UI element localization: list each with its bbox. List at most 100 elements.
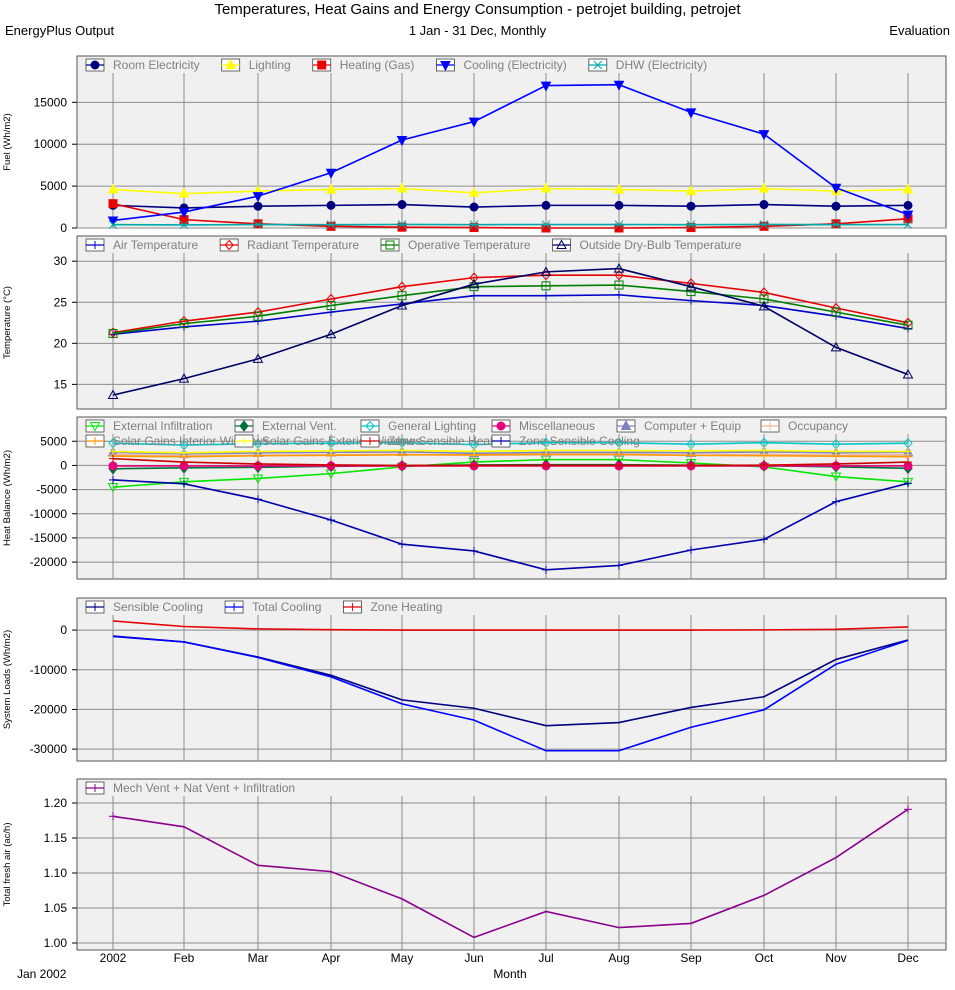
panel-5-series-1-point bbox=[904, 805, 912, 814]
panel-1-series-4-point bbox=[902, 210, 914, 221]
panel-1-ytick-label: 15000 bbox=[34, 95, 68, 109]
panel-1-series-4-point bbox=[325, 168, 337, 179]
panel-4-series-3-line bbox=[112, 620, 909, 631]
panel-3-ylabel: Heat Balance (Wh/m2) bbox=[2, 450, 13, 546]
panel-1-series-4-point bbox=[468, 117, 480, 128]
panel-3-ytick-label: 0 bbox=[60, 458, 67, 472]
panel-2-series-2-point bbox=[541, 269, 551, 281]
panel-1-ytick-label: 0 bbox=[60, 221, 67, 235]
panel-3-series-9-point bbox=[180, 458, 188, 467]
panel-1-series-3-line bbox=[112, 202, 909, 229]
panel-5-legend-marker bbox=[91, 784, 99, 792]
x-tick-label: Sep bbox=[680, 951, 702, 965]
panel-1-series-5-point bbox=[831, 220, 841, 230]
panel-3-legend-label: External Vent. bbox=[262, 419, 337, 433]
panel-2-series-2-point bbox=[397, 281, 407, 292]
x-tick-label: Oct bbox=[755, 951, 774, 965]
panel-3-legend-label: Miscellaneous bbox=[519, 419, 595, 433]
panel-4-ytick-label: -10000 bbox=[30, 663, 68, 677]
panel-2-series-3-point bbox=[253, 311, 263, 321]
panel-2-ytick-label: 30 bbox=[54, 254, 68, 268]
panel-3-series-10-point bbox=[904, 479, 912, 488]
panel-1-series-3-point bbox=[397, 222, 407, 232]
panel-2-ylabel: Temperature (°C) bbox=[2, 286, 13, 359]
panel-2-series-2-line bbox=[112, 274, 909, 334]
panel-1-series-5-point bbox=[686, 220, 696, 230]
x-tick-label: Jun bbox=[464, 951, 483, 965]
panel-3-legend-label: Solar Gains Exterior Windows bbox=[262, 434, 421, 448]
panel-3-legend-marker bbox=[766, 422, 774, 430]
panel-1-series-3-point bbox=[326, 221, 336, 231]
panel-3-series-8-point bbox=[109, 447, 117, 456]
panel-2-legend-label: Operative Temperature bbox=[408, 238, 531, 252]
panel-3-series-8-point bbox=[687, 446, 695, 455]
x-tick-label: Mar bbox=[248, 951, 269, 965]
panel-2-series-4-point bbox=[107, 389, 119, 400]
panel-3-legend-label: Solar Gains Interior Windows bbox=[113, 434, 268, 448]
panel-1-series-2-point bbox=[540, 182, 552, 193]
panel-2-ytick-label: 25 bbox=[54, 295, 68, 309]
x-tick-label: Feb bbox=[174, 951, 195, 965]
panel-1-series-5-point bbox=[759, 220, 769, 229]
panel-3-legend-marker bbox=[365, 420, 375, 432]
panel-3-legend-marker bbox=[620, 419, 632, 430]
panel-3-series-1-point bbox=[830, 472, 842, 483]
panel-1-series-5-point bbox=[326, 220, 336, 230]
panel-2-ytick-label: 15 bbox=[54, 377, 68, 391]
x-tick-label: Jul bbox=[538, 951, 553, 965]
panel-1-series-4-point bbox=[540, 81, 552, 92]
panel-2-series-2-point bbox=[759, 287, 769, 298]
panel-2-series-3-point bbox=[108, 328, 118, 338]
panel-2-series-4-point bbox=[685, 281, 697, 291]
panel-3-series-5-line bbox=[112, 451, 909, 455]
panel-1-legend-label: Heating (Gas) bbox=[340, 58, 415, 72]
panel-4-series-2-line bbox=[112, 635, 909, 752]
panel-3-series-9-point bbox=[904, 458, 912, 467]
panel-1-series-3-point bbox=[686, 223, 696, 233]
panel-1-legend-marker bbox=[317, 60, 327, 70]
panel-1-series-2-line bbox=[112, 187, 909, 195]
panel-3-series-9-line bbox=[112, 457, 909, 467]
panel-2-series-3-point bbox=[179, 319, 189, 329]
panel-4-ytick-label: -30000 bbox=[30, 742, 68, 756]
panel-2-series-1-point bbox=[615, 290, 623, 299]
panel-2-legend-marker bbox=[224, 239, 234, 251]
panel-3-series-7-line bbox=[112, 453, 909, 458]
panel-1-series-2-point bbox=[902, 183, 914, 194]
panel-3-series-1-point bbox=[902, 477, 914, 488]
panel-3-series-10-point bbox=[327, 516, 335, 525]
panel-1-series-2-point bbox=[396, 182, 408, 193]
panel-1-legend-marker bbox=[225, 58, 237, 69]
panel-2-series-4-point bbox=[830, 341, 842, 352]
panel-3-series-9-point bbox=[542, 461, 550, 470]
panel-1-series-1-point bbox=[541, 200, 551, 210]
panel-3-series-10-point bbox=[542, 565, 550, 574]
panel-2-legend-label: Radiant Temperature bbox=[247, 238, 359, 252]
panel-1-series-4-point bbox=[396, 136, 408, 147]
panel-2-series-3-point bbox=[686, 287, 696, 297]
panel-1-series-1-point bbox=[326, 200, 336, 210]
panel-1-ytick-label: 10000 bbox=[34, 137, 68, 151]
panel-2-series-4-point bbox=[613, 263, 625, 273]
panel-3-series-9-point bbox=[615, 461, 623, 470]
panel-1-series-4-point bbox=[758, 130, 770, 141]
panel-5-series-1-line bbox=[112, 808, 909, 939]
panel-2-legend-marker bbox=[385, 240, 395, 250]
panel-2-series-4-line bbox=[112, 267, 909, 396]
panel-4-legend-marker bbox=[230, 603, 239, 611]
panel-3-legend-label: Zone Sensible Cooling bbox=[519, 434, 640, 448]
panel-3-series-10-point bbox=[470, 546, 478, 555]
panel-2-series-1-point bbox=[470, 291, 478, 300]
panel-2-series-2-point bbox=[614, 269, 624, 281]
panel-3-series-9-point bbox=[254, 459, 262, 468]
panel-3-series-9-point bbox=[470, 461, 478, 470]
panel-3-series-9-point bbox=[398, 461, 406, 470]
panel-1-legend-marker bbox=[440, 61, 451, 72]
panel-2-series-1-point bbox=[904, 324, 912, 333]
panel-3-series-10-line bbox=[112, 479, 909, 571]
panel-2-series-4-point bbox=[758, 300, 770, 311]
panel-3-series-10-point bbox=[180, 479, 188, 488]
panel-3-series-10-point bbox=[760, 535, 768, 544]
panel-2-series-2-point bbox=[469, 272, 479, 283]
panel-5-ytick-label: 1.20 bbox=[44, 796, 68, 810]
